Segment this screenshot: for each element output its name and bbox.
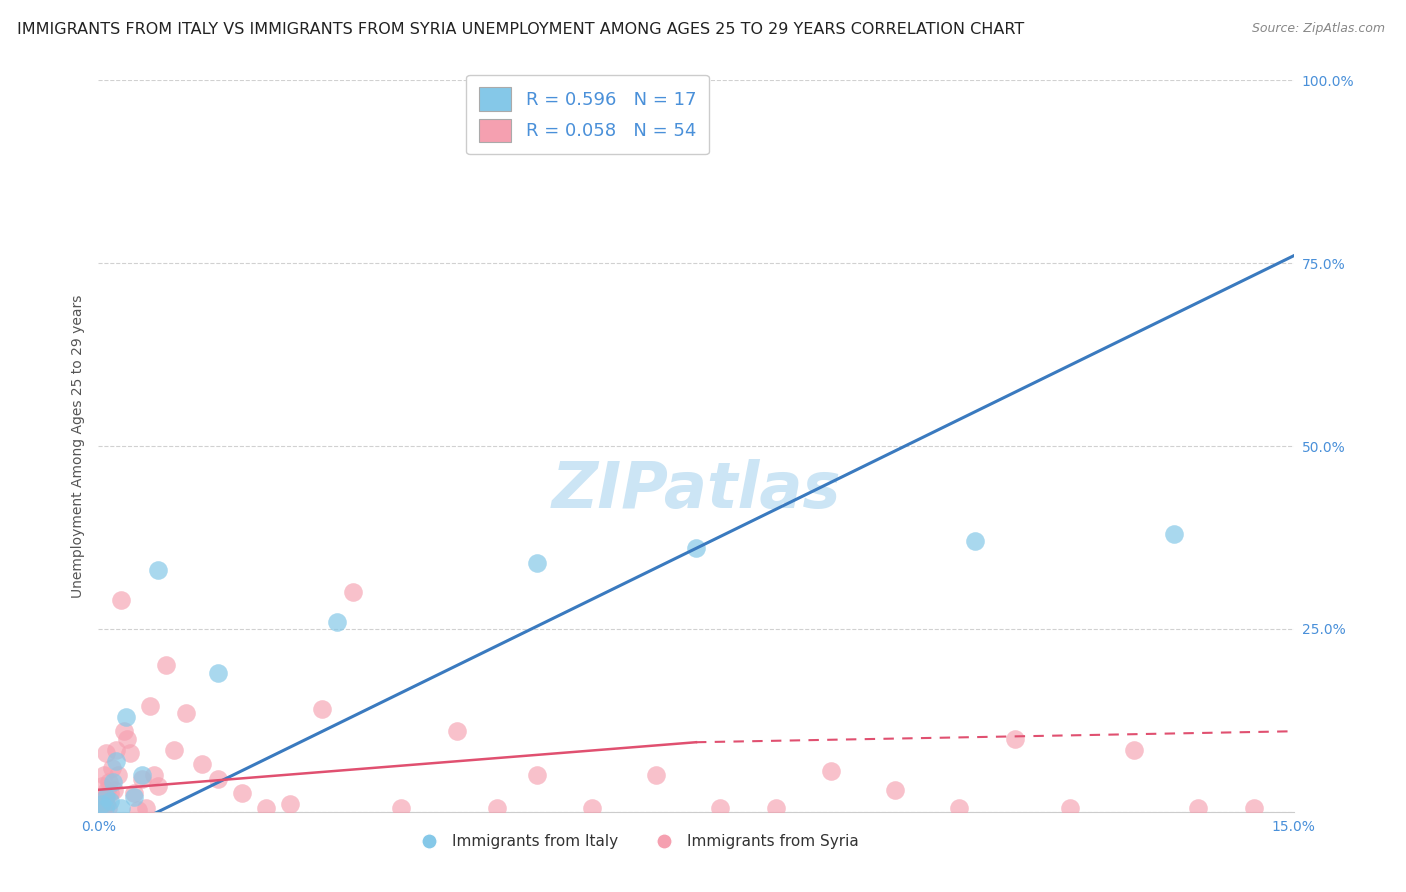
Point: [174, 706, 197, 720]
Point: [107, 768, 129, 782]
Point: [148, 779, 170, 793]
Point: [104, 754, 127, 768]
Point: [948, 801, 970, 815]
Point: [96, 746, 118, 760]
Point: [120, 746, 142, 760]
Point: [90, 790, 112, 805]
Point: [115, 709, 138, 723]
Point: [1243, 801, 1265, 815]
Point: [963, 534, 986, 549]
Point: [526, 556, 548, 570]
Point: [91, 803, 114, 817]
Point: [207, 665, 229, 680]
Point: [581, 801, 603, 815]
Point: [97, 801, 120, 815]
Point: [1004, 731, 1026, 746]
Point: [148, 563, 170, 577]
Point: [1187, 801, 1209, 815]
Point: [485, 801, 508, 815]
Point: [91, 779, 114, 793]
Point: [94, 797, 117, 812]
Point: [254, 801, 277, 815]
Point: [104, 742, 127, 756]
Point: [884, 782, 907, 797]
Legend: Immigrants from Italy, Immigrants from Syria: Immigrants from Italy, Immigrants from S…: [408, 828, 865, 855]
Point: [131, 768, 153, 782]
Point: [112, 724, 135, 739]
Point: [765, 801, 787, 815]
Y-axis label: Unemployment Among Ages 25 to 29 years: Unemployment Among Ages 25 to 29 years: [70, 294, 84, 598]
Point: [98, 794, 122, 808]
Point: [94, 790, 117, 805]
Point: [131, 772, 153, 786]
Point: [191, 757, 214, 772]
Point: [103, 782, 125, 797]
Point: [98, 787, 122, 801]
Point: [526, 768, 548, 782]
Point: [110, 801, 132, 815]
Point: [101, 775, 124, 789]
Text: ZIPatlas: ZIPatlas: [551, 458, 841, 521]
Point: [89, 797, 111, 812]
Point: [1163, 526, 1185, 541]
Point: [143, 768, 166, 782]
Point: [685, 541, 707, 556]
Point: [90, 801, 112, 815]
Point: [94, 801, 117, 815]
Point: [311, 702, 333, 716]
Point: [97, 775, 120, 789]
Point: [326, 615, 349, 629]
Point: [709, 801, 731, 815]
Point: [91, 797, 114, 812]
Point: [1059, 801, 1081, 815]
Point: [93, 768, 115, 782]
Point: [155, 658, 177, 673]
Text: IMMIGRANTS FROM ITALY VS IMMIGRANTS FROM SYRIA UNEMPLOYMENT AMONG AGES 25 TO 29 : IMMIGRANTS FROM ITALY VS IMMIGRANTS FROM…: [17, 22, 1024, 37]
Point: [96, 790, 118, 805]
Point: [124, 790, 146, 805]
Point: [342, 585, 364, 599]
Point: [207, 772, 229, 786]
Point: [96, 782, 118, 797]
Point: [1123, 742, 1146, 756]
Point: [110, 592, 132, 607]
Point: [124, 787, 146, 801]
Text: Source: ZipAtlas.com: Source: ZipAtlas.com: [1251, 22, 1385, 36]
Point: [446, 724, 468, 739]
Point: [389, 801, 412, 815]
Point: [278, 797, 301, 812]
Point: [135, 801, 157, 815]
Point: [127, 803, 149, 817]
Point: [645, 768, 668, 782]
Point: [139, 698, 162, 713]
Point: [163, 742, 186, 756]
Point: [820, 764, 842, 779]
Point: [101, 761, 124, 775]
Point: [231, 787, 253, 801]
Point: [115, 731, 138, 746]
